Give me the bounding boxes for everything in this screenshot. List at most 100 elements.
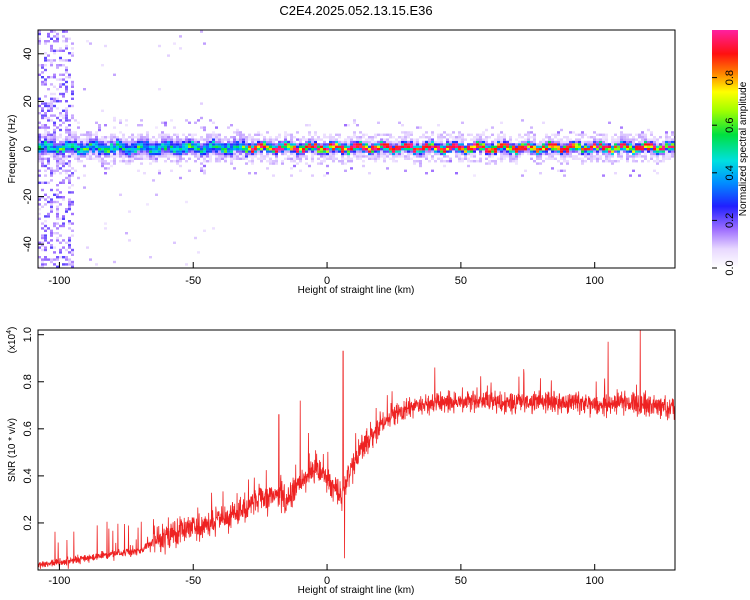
spectrogram-cell <box>647 128 650 132</box>
spectrogram-cell <box>158 155 161 158</box>
spectrogram-cell <box>224 145 227 148</box>
spectrogram-cell <box>353 143 356 146</box>
spectrogram-cell <box>665 133 668 136</box>
spectrogram-cell <box>443 160 446 163</box>
spectrogram-cell <box>206 136 209 139</box>
spectrogram-cell <box>638 152 641 156</box>
spectrogram-cell <box>359 143 362 146</box>
spectrogram-cell <box>47 136 50 139</box>
spectrogram-cell <box>455 155 458 158</box>
spectrogram-cell <box>581 143 584 146</box>
spectrogram-cell <box>287 140 290 144</box>
spectrogram-cell <box>626 138 629 141</box>
spectrogram-cell <box>548 148 551 151</box>
spectrogram-cell <box>200 150 203 153</box>
spectrogram-cell <box>206 143 209 146</box>
spectrogram-cell <box>128 136 131 139</box>
spectrogram-cell <box>668 140 671 144</box>
spectrogram-cell <box>305 143 308 146</box>
spectrogram-cell <box>248 148 251 151</box>
spectrogram-cell <box>638 150 641 153</box>
spectrogram-cell <box>242 138 245 141</box>
spectrogram-cell <box>50 239 53 242</box>
spectrogram-cell <box>458 140 461 144</box>
spectrogram-cell <box>248 145 251 148</box>
spectrogram-cell <box>614 140 617 144</box>
spectrogram-cell <box>644 157 647 160</box>
spectrogram-cell <box>671 131 674 134</box>
spectrogram-cell <box>170 140 173 144</box>
spectrogram-cell <box>629 138 632 141</box>
spectrogram-cell <box>65 114 68 117</box>
spectrogram-cell <box>572 145 575 148</box>
spectrogram-cell <box>521 143 524 146</box>
spectrogram-cell <box>347 140 350 144</box>
spectrogram-cell <box>110 148 113 151</box>
spectrogram-cell <box>56 148 59 151</box>
spectrogram-cell <box>200 145 203 148</box>
spectrogram-cell <box>458 160 461 163</box>
spectrogram-cell <box>218 157 221 160</box>
spectrogram-cell <box>212 148 215 151</box>
spectrogram-cell <box>218 148 221 151</box>
spectrogram-cell <box>71 155 74 158</box>
spectrogram-cell <box>602 143 605 146</box>
spectrogram-cell <box>488 152 491 156</box>
spectrogram-cell <box>341 152 344 156</box>
spectrogram-cell <box>176 145 179 148</box>
spectrogram-cell <box>200 126 203 129</box>
spectrogram-cell <box>647 150 650 153</box>
spectrogram-cell <box>467 157 470 160</box>
spectrogram-cell <box>212 150 215 153</box>
spectrogram-cell <box>83 155 86 158</box>
spectrogram-cell <box>500 152 503 156</box>
spectrogram-cell <box>68 104 71 108</box>
spectrogram-cell <box>143 148 146 151</box>
spectrogram-cell <box>266 138 269 141</box>
spectrogram-cell <box>371 157 374 160</box>
spectrogram-cell <box>635 150 638 153</box>
spectrogram-cell <box>278 143 281 146</box>
spectrogram-cell <box>47 227 50 230</box>
spectrogram-cell <box>647 140 650 144</box>
spectrogram-cell <box>272 138 275 141</box>
spectrogram-cell <box>497 148 500 151</box>
spectrogram-cell <box>344 124 347 127</box>
spectrogram-cell <box>437 136 440 139</box>
spectrogram-cell <box>164 140 167 144</box>
spectrogram-cell <box>44 220 47 223</box>
spectrogram-cell <box>140 136 143 139</box>
spectrogram-cell <box>218 138 221 141</box>
spectrogram-cell <box>602 150 605 153</box>
spectrogram-cell <box>125 152 128 156</box>
spectrogram-cell <box>293 140 296 144</box>
spectrogram-cell <box>515 162 518 165</box>
spectrogram-cell <box>542 143 545 146</box>
spectrogram-cell <box>458 145 461 148</box>
spectrogram-cell <box>65 169 68 172</box>
spectrogram-cell <box>50 61 53 64</box>
spectrogram-cell <box>134 145 137 148</box>
spectrogram-cell <box>53 140 56 144</box>
spectrogram-cell <box>296 157 299 160</box>
spectrogram-cell <box>50 97 53 100</box>
spectrogram-cell <box>44 256 47 259</box>
spectrogram-cell <box>569 140 572 144</box>
spectrogram-cell <box>473 150 476 153</box>
spectrogram-cell <box>68 220 71 223</box>
spectrogram-cell <box>224 136 227 139</box>
spectrogram-cell <box>386 152 389 156</box>
spectrogram-cell <box>110 140 113 144</box>
spectrogram-cell <box>41 263 44 266</box>
spectrogram-cell <box>206 150 209 153</box>
spectrogram-cell <box>473 136 476 139</box>
spectrogram-cell <box>479 140 482 144</box>
spectrogram-cell <box>587 155 590 158</box>
spectrogram-cell <box>533 148 536 151</box>
spectrogram-cell <box>581 157 584 160</box>
spectrogram-cell <box>452 138 455 141</box>
spectrogram-cell <box>602 160 605 163</box>
spectrogram-cell <box>95 136 98 139</box>
spectrogram-cell <box>503 155 506 158</box>
spectrogram-cell <box>203 138 206 141</box>
